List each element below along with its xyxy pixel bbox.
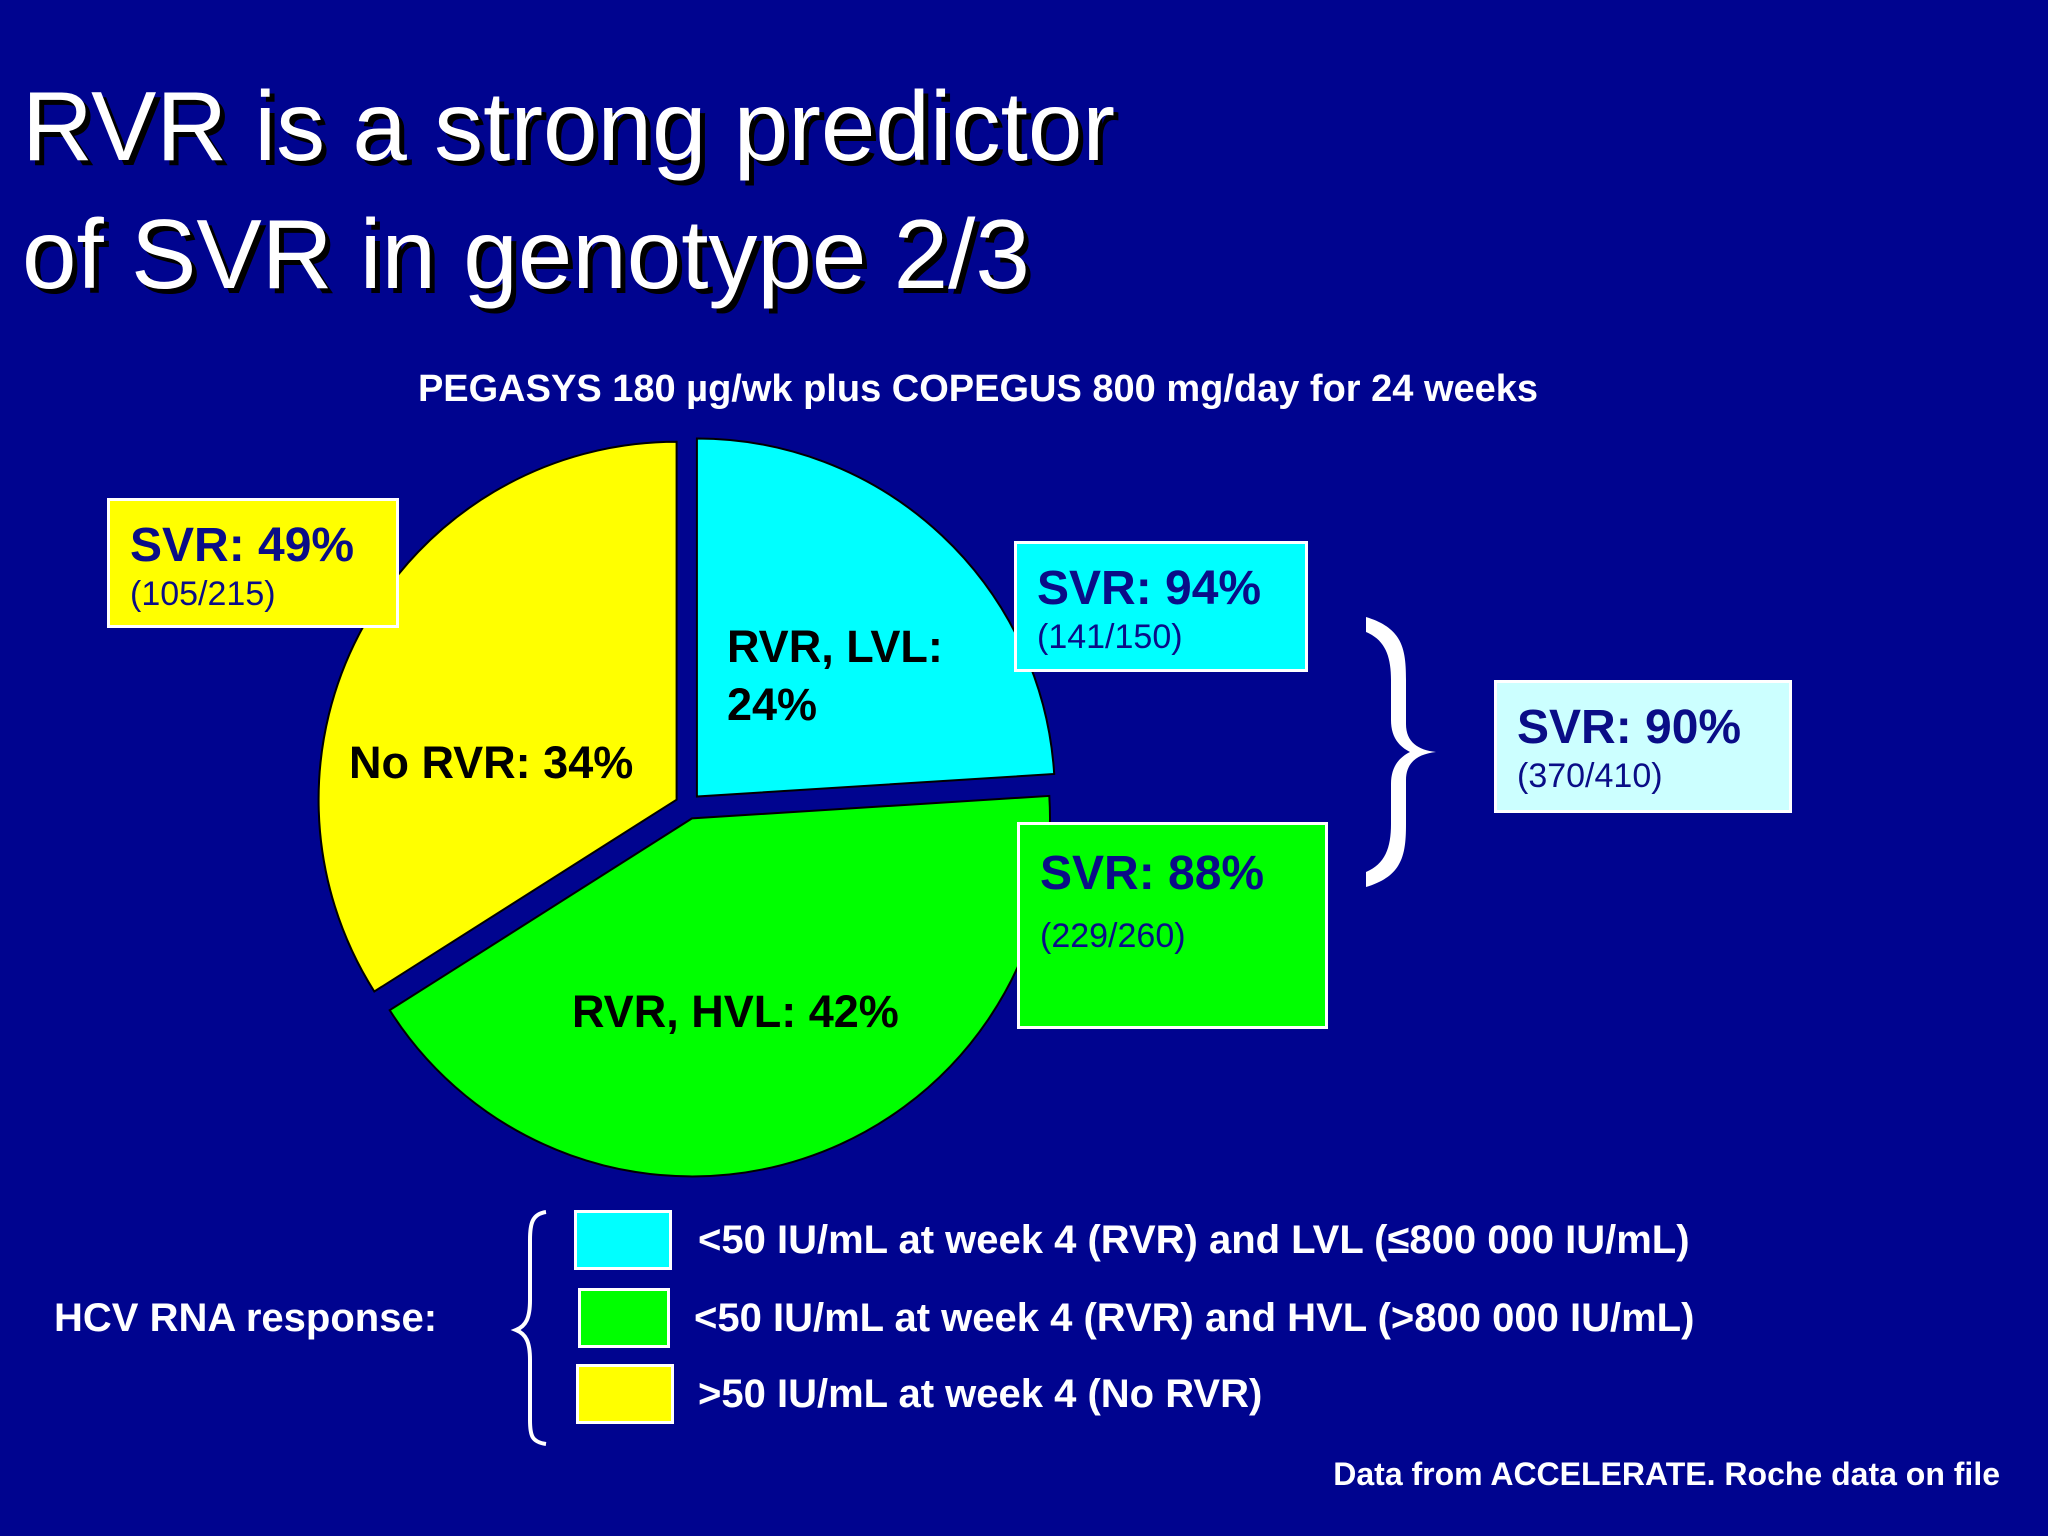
footnote: Data from ACCELERATE. Roche data on file [1333, 1456, 2000, 1492]
slice-label-rvr-lvl-line-2: 24% [727, 679, 818, 730]
slice-label-rvr-hvl: RVR, HVL: 42% [572, 986, 899, 1037]
callout-svr-no-rvr-value: SVR: 49% [130, 519, 355, 572]
callout-svr-rvr-hvl-counts: (229/260) [1040, 917, 1186, 955]
callout-svr-no-rvr-counts: (105/215) [130, 575, 276, 613]
slide-title: RVR is a strong predictor of SVR in geno… [22, 62, 1115, 318]
callout-svr-rvr-hvl: SVR: 88% (229/260) [1017, 822, 1328, 1029]
callout-svr-no-rvr: SVR: 49% (105/215) [107, 498, 399, 628]
legend-swatch-rvr-hvl [578, 1288, 670, 1348]
slice-label-rvr-lvl: RVR, LVL: 24% [727, 618, 943, 734]
callout-svr-rvr-total-counts: (370/410) [1517, 757, 1663, 795]
callout-svr-rvr-lvl: SVR: 94% (141/150) [1014, 541, 1308, 672]
legend-label-rvr-lvl: <50 IU/mL at week 4 (RVR) and LVL (≤800 … [698, 1218, 1690, 1262]
callout-svr-rvr-lvl-counts: (141/150) [1037, 618, 1183, 656]
grouping-brace [1366, 617, 1436, 887]
legend-swatch-no-rvr [576, 1364, 674, 1424]
callout-svr-rvr-total: SVR: 90% (370/410) [1494, 680, 1792, 813]
slice-label-no-rvr: No RVR: 34% [349, 737, 634, 788]
callout-svr-rvr-hvl-value: SVR: 88% [1040, 847, 1265, 900]
chart-subtitle: PEGASYS 180 µg/wk plus COPEGUS 800 mg/da… [417, 368, 1539, 410]
slice-label-rvr-lvl-line-1: RVR, LVL: [727, 621, 943, 672]
pie-slices [317, 437, 1056, 1178]
legend-title: HCV RNA response: [54, 1296, 438, 1340]
legend-label-no-rvr: >50 IU/mL at week 4 (No RVR) [698, 1372, 1263, 1416]
legend-swatch-rvr-lvl [574, 1210, 672, 1270]
slide-title-line-1: RVR is a strong predictor [22, 71, 1115, 181]
slide-title-line-2: of SVR in genotype 2/3 [22, 199, 1030, 309]
legend-label-rvr-hvl: <50 IU/mL at week 4 (RVR) and HVL (>800 … [694, 1296, 1695, 1340]
legend-brace [510, 1210, 547, 1446]
callout-svr-rvr-total-value: SVR: 90% [1517, 701, 1742, 754]
callout-svr-rvr-lvl-value: SVR: 94% [1037, 562, 1262, 615]
pie-slice-rvr-lvl [695, 437, 1056, 798]
